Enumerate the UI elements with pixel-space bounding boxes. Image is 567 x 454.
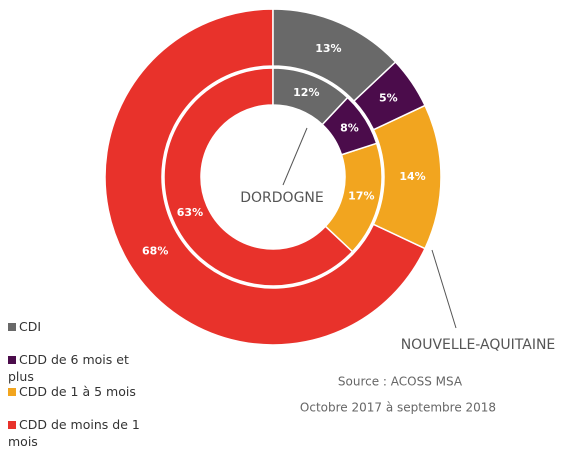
- outer-ring-label: NOUVELLE-AQUITAINE: [401, 337, 556, 353]
- leader-line: [282, 127, 308, 186]
- donut-segment: [104, 8, 427, 346]
- donut-segment: [163, 67, 354, 287]
- leader-line: [431, 249, 457, 329]
- legend-item: CDD de 1 à 5 mois: [8, 383, 158, 400]
- value-label: 13%: [315, 42, 341, 55]
- source-note: Source : ACOSS MSA: [338, 375, 463, 389]
- donut-segment: [272, 67, 349, 126]
- legend-item: CDI: [8, 318, 158, 335]
- value-label: 63%: [177, 206, 203, 219]
- legend-swatch: [8, 388, 16, 396]
- legend-swatch: [8, 323, 16, 331]
- donut-segment: [352, 60, 427, 131]
- donut-segment: [321, 96, 378, 156]
- period-note: Octobre 2017 à septembre 2018: [300, 401, 496, 415]
- legend-swatch: [8, 356, 16, 364]
- legend-swatch: [8, 421, 16, 429]
- donut-segment: [372, 104, 442, 250]
- donut-segment: [324, 142, 383, 253]
- legend-item: CDD de 6 mois et plus: [8, 351, 158, 385]
- value-label: 68%: [142, 245, 168, 258]
- legend-label: CDI: [19, 319, 42, 334]
- legend-item: CDD de moins de 1 mois: [8, 416, 158, 450]
- value-label: 17%: [348, 190, 374, 203]
- legend-label: CDD de 1 à 5 mois: [19, 384, 136, 399]
- value-label: 5%: [379, 92, 398, 105]
- value-label: 14%: [399, 170, 425, 183]
- legend-label: CDD de 6 mois et plus: [8, 352, 129, 384]
- inner-ring-label: DORDOGNE: [240, 190, 324, 206]
- donut-segment: [272, 8, 397, 103]
- value-label: 8%: [340, 122, 359, 135]
- legend-label: CDD de moins de 1 mois: [8, 417, 140, 449]
- value-label: 12%: [293, 86, 319, 99]
